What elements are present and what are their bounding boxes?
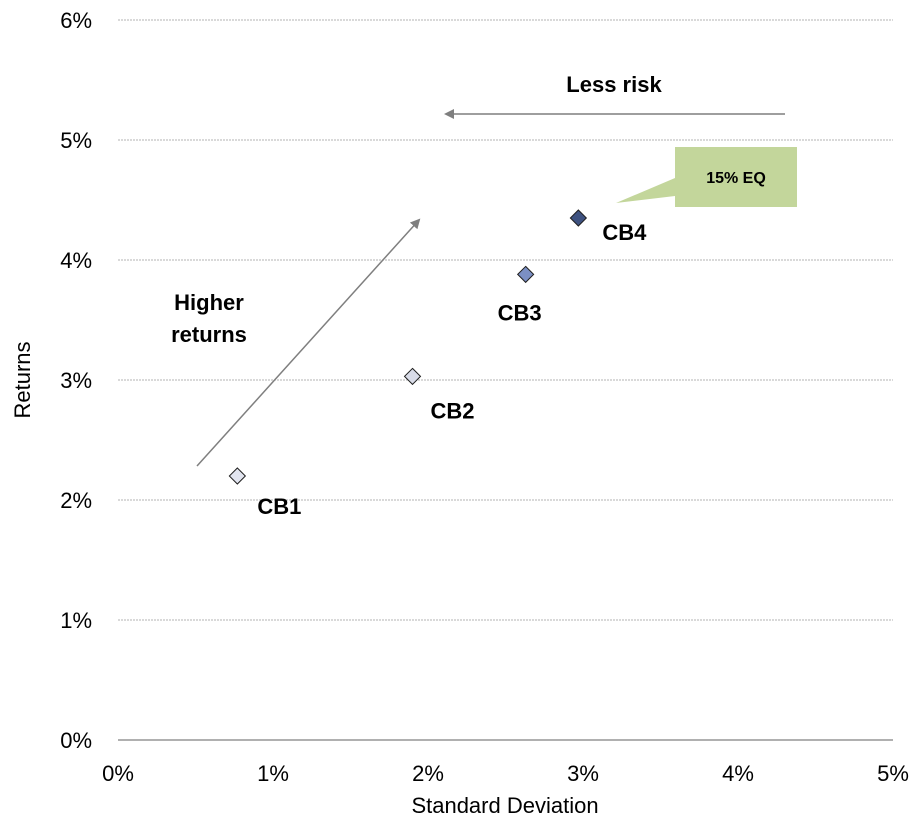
less-risk-label: Less risk [566,72,662,97]
point-label-cb2: CB2 [431,398,475,423]
y-tick-label: 2% [60,488,92,513]
y-tick-label: 0% [60,728,92,753]
y-tick-label: 5% [60,128,92,153]
x-axis-ticks: 0% 1% 2% 3% 4% 5% [102,761,909,786]
callout-label: 15% EQ [706,170,766,187]
gridlines [118,19,893,741]
x-axis-title: Standard Deviation [411,793,598,818]
x-tick-label: 5% [877,761,909,786]
data-point-cb4 [569,209,588,227]
data-point-cb1 [228,467,247,485]
x-tick-label: 4% [722,761,754,786]
point-label-cb4: CB4 [602,220,647,245]
y-tick-label: 6% [60,8,92,33]
callout-box [616,147,797,207]
data-point-cb2 [403,367,422,386]
y-axis-ticks: 0% 1% 2% 3% 4% 5% 6% [60,8,92,753]
y-tick-label: 1% [60,608,92,633]
higher-returns-arrow [196,218,421,467]
data-point-cb3 [516,265,535,284]
point-label-cb3: CB3 [498,300,542,325]
point-label-cb1: CB1 [257,494,301,519]
y-axis-title: Returns [10,341,35,418]
higher-returns-label-line2: returns [171,322,247,347]
higher-returns-label-line1: Higher [174,290,244,315]
x-tick-label: 1% [257,761,289,786]
point-labels: CB1 CB2 CB3 CB4 [257,220,647,519]
data-points [228,209,588,485]
x-tick-label: 0% [102,761,134,786]
y-tick-label: 3% [60,368,92,393]
x-tick-label: 2% [412,761,444,786]
x-tick-label: 3% [567,761,599,786]
callout-15-eq: 15% EQ [616,147,797,207]
y-tick-label: 4% [60,248,92,273]
